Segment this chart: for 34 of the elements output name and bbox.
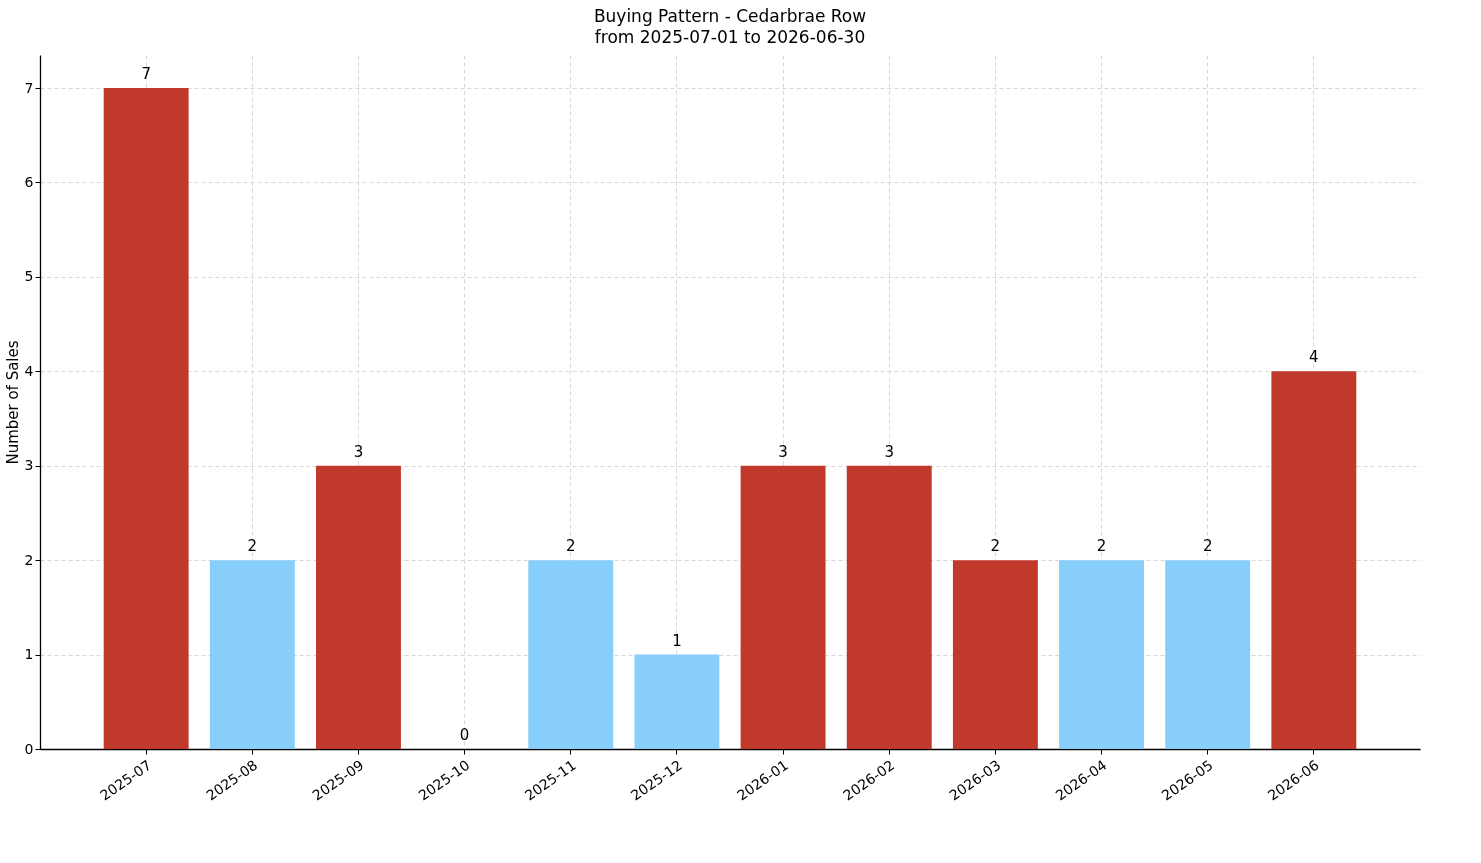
- data-label: 3: [353, 442, 364, 461]
- bar: [634, 654, 720, 749]
- bar: [1165, 560, 1251, 749]
- bar: [209, 560, 295, 749]
- data-label: 4: [1309, 348, 1319, 367]
- bar: [316, 465, 401, 749]
- bar: [103, 88, 189, 749]
- chart-title: Buying Pattern - Cedarbrae Row: [593, 6, 867, 26]
- data-label: 2: [1202, 537, 1213, 556]
- chart-subtitle: from 2025-07-01 to 2026-06-30: [594, 27, 866, 47]
- bar: [1271, 371, 1357, 749]
- y-tick-label: 0: [24, 740, 34, 757]
- data-label: 2: [247, 537, 258, 556]
- y-tick-label: 3: [24, 457, 34, 474]
- data-label: 1: [672, 631, 682, 650]
- bar: [846, 465, 932, 749]
- y-tick-label: 5: [24, 268, 34, 285]
- y-tick-label: 2: [24, 551, 34, 568]
- data-label: 3: [884, 442, 894, 461]
- bar: [528, 560, 614, 749]
- y-tick-label: 7: [24, 79, 34, 96]
- y-axis-title: Number of Sales: [3, 340, 22, 465]
- y-tick-label: 6: [24, 173, 34, 190]
- data-label: 2: [990, 537, 1001, 556]
- y-tick-label: 1: [24, 646, 34, 663]
- data-label: 7: [141, 65, 151, 84]
- data-label: 3: [778, 442, 788, 461]
- y-tick-label: 4: [24, 362, 34, 379]
- bar: [1059, 560, 1144, 749]
- data-label: 2: [566, 537, 576, 556]
- data-label: 2: [1096, 537, 1107, 556]
- data-label: 0: [459, 726, 470, 744]
- bar: [952, 560, 1038, 749]
- bar: [740, 465, 826, 749]
